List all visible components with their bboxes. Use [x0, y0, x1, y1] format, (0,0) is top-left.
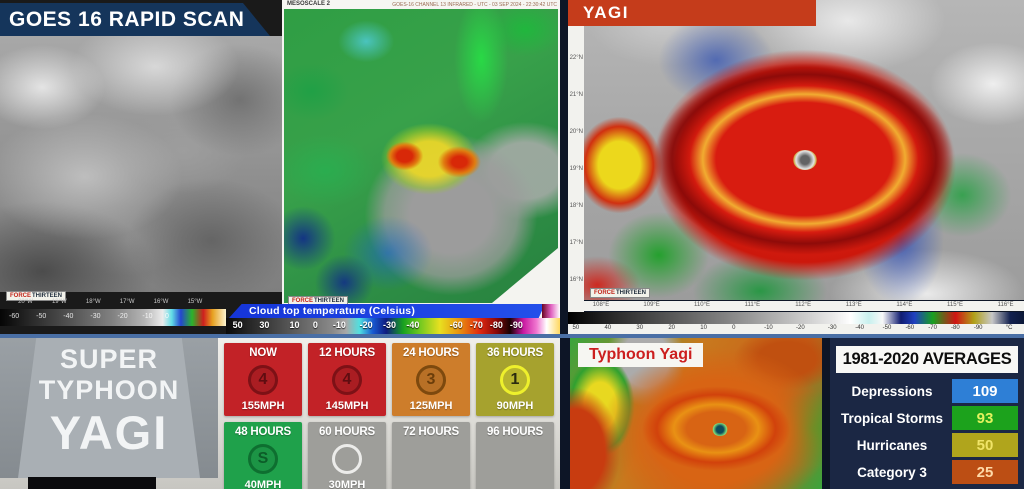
category-icon	[500, 450, 530, 480]
goes16-satellite-image	[0, 36, 282, 292]
typhoon-eye	[712, 423, 728, 436]
forecast-tile-now: NOW 4 155MPH	[224, 343, 302, 416]
mesoscale-panel: MESOSCALE 2 GOES-16 CHANNEL 13 INFRARED …	[282, 0, 560, 338]
yagi-colorbar-labels: 50 40 30 20 10 0 -10 -20 -30 -40 -50 -60…	[568, 324, 1024, 334]
category-icon: 3	[416, 364, 446, 395]
storm-title-line1: SUPER	[59, 344, 159, 374]
mesoscale-title: MESOSCALE 2	[287, 1, 331, 7]
category-icon: 4	[332, 364, 362, 395]
table-row: Depressions 109	[836, 379, 1018, 403]
cloud-top-temperature-colorbar: 50 30 10 0 -10 -20 -30 -40 -60 -70 -80 -…	[226, 318, 560, 334]
table-row: Tropical Storms 93	[836, 406, 1018, 430]
logo-text: FORCE	[594, 290, 615, 296]
logo-text: THIRTEEN	[616, 290, 646, 296]
yagi-banner: YAGI	[568, 0, 816, 26]
table-row: Category 3 25	[836, 460, 1018, 484]
colorbar-tip	[542, 304, 560, 318]
category-icon: 1	[500, 364, 530, 395]
typhoon-eye	[793, 150, 817, 170]
forecast-tile-60h: 60 HOURS 30MPH	[308, 422, 386, 489]
force13-logo: FORCE THIRTEEN	[590, 288, 650, 298]
averages-title: 1981-2020 AVERAGES	[836, 346, 1018, 373]
yagi-colorbar	[568, 312, 1024, 324]
cloud-top-temperature-banner: Cloud top temperature (Celsius)	[229, 304, 545, 318]
category-icon	[332, 443, 362, 474]
force13-logo: FORCE THIRTEEN	[6, 291, 66, 301]
category-icon	[416, 450, 446, 480]
forecast-tile-96h: 96 HOURS	[476, 422, 554, 489]
forecast-tile-12h: 12 HOURS 4 145MPH	[308, 343, 386, 416]
table-row: Hurricanes 50	[836, 433, 1018, 457]
storm-title-panel: SUPER TYPHOON YAGI	[0, 338, 218, 478]
mesoscale-timestamp: GOES-16 CHANNEL 13 INFRARED - UTC - 03 S…	[392, 2, 557, 8]
lower-third-bar	[28, 477, 156, 489]
yagi-zoom-label: Typhoon Yagi	[578, 343, 704, 367]
title-backdrop	[18, 338, 200, 478]
goes16-panel: GOES 16 RAPID SCAN FORCE THIRTEEN 20°W 1…	[0, 0, 282, 338]
goes16-banner: GOES 16 RAPID SCAN	[0, 3, 270, 36]
goes16-longitude-labels: 20°W 19°W 18°W 17°W 16°W 15°W	[18, 299, 203, 305]
category-icon: 4	[248, 364, 278, 395]
storm-name: YAGI	[49, 406, 169, 460]
forecast-table: NOW 4 155MPH 12 HOURS 4 145MPH 24 HOURS …	[224, 343, 554, 489]
storm-title-line2: TYPHOON	[38, 375, 180, 406]
yagi-longitude-labels: 108°E 109°E 110°E 111°E 112°E 113°E 114°…	[584, 301, 1024, 311]
storm-title: SUPER TYPHOON YAGI	[0, 344, 218, 457]
logo-text: THIRTEEN	[314, 298, 344, 304]
logo-text: THIRTEEN	[32, 293, 62, 299]
averages-panel: 1981-2020 AVERAGES Depressions 109 Tropi…	[830, 338, 1024, 489]
logo-text: FORCE	[10, 293, 31, 299]
divider-line	[0, 334, 1024, 338]
mesoscale-satellite-image	[284, 9, 558, 303]
yagi-latitude-labels: 22°N 21°N 20°N 19°N 18°N 17°N 16°N	[568, 0, 584, 312]
forecast-tile-72h: 72 HOURS	[392, 422, 470, 489]
yagi-zoom-panel: Typhoon Yagi	[560, 338, 830, 489]
forecast-tile-24h: 24 HOURS 3 125MPH	[392, 343, 470, 416]
goes16-colorbar: -60 -50 -40 -30 -20 -10 0	[0, 309, 226, 326]
category-icon: S	[248, 443, 278, 474]
forecast-tile-36h: 36 HOURS 1 90MPH	[476, 343, 554, 416]
forecast-tile-48h: 48 HOURS S 40MPH	[224, 422, 302, 489]
logo-text: FORCE	[292, 298, 313, 304]
mesoscale-header: MESOSCALE 2 GOES-16 CHANNEL 13 INFRARED …	[282, 0, 560, 9]
yagi-satellite-panel: 22°N 21°N 20°N 19°N 18°N 17°N 16°N YAGI …	[560, 0, 1024, 338]
